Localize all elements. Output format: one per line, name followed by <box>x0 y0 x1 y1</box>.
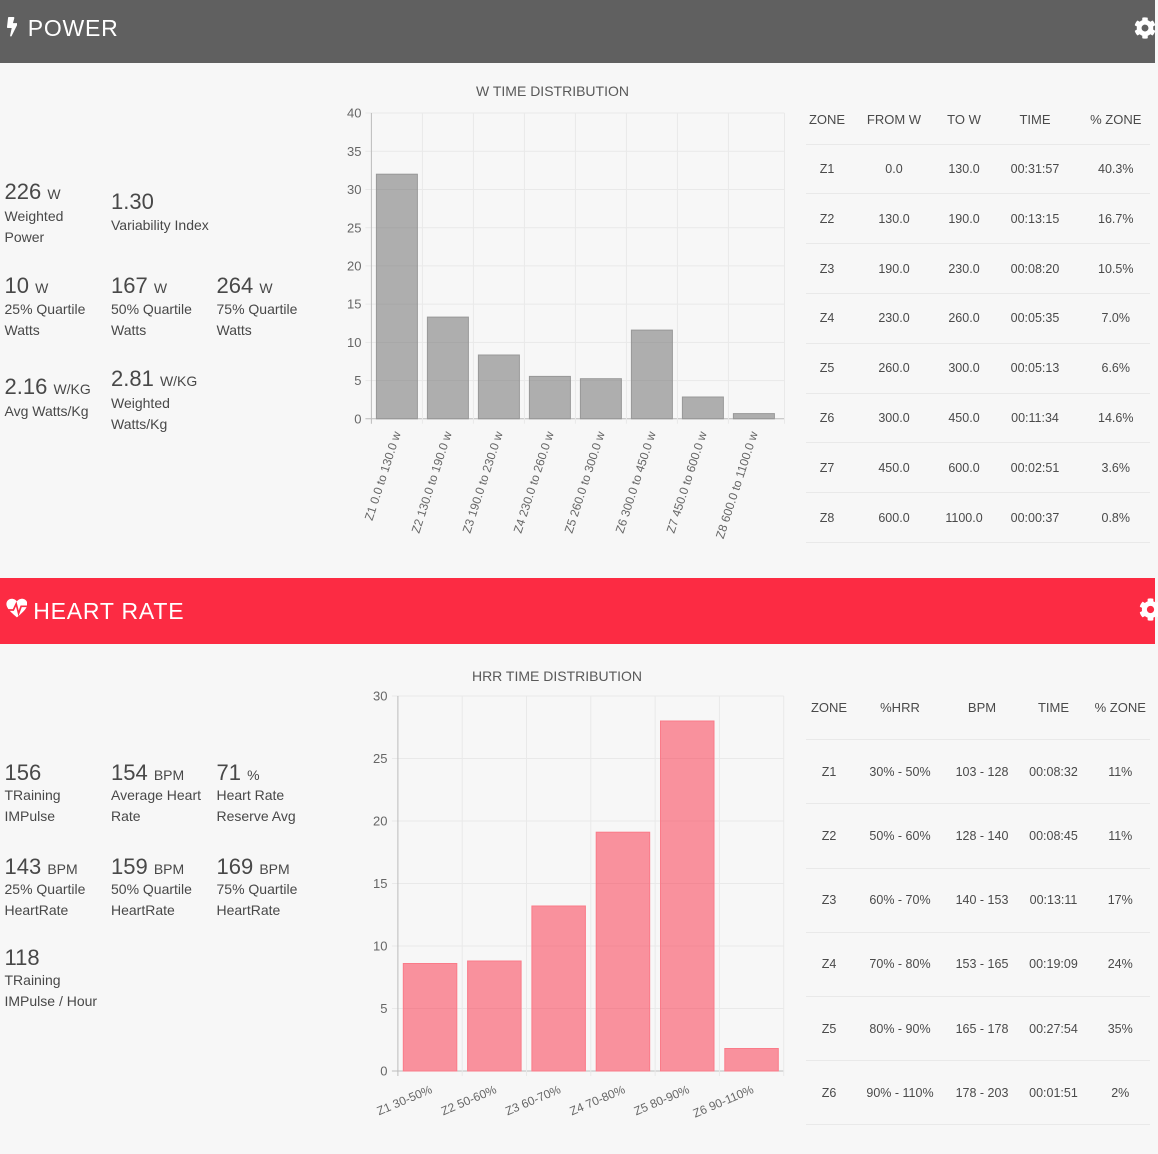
svg-text:Z4 70-80%: Z4 70-80% <box>568 1082 628 1118</box>
svg-text:40: 40 <box>347 106 361 121</box>
svg-text:0: 0 <box>380 1064 387 1079</box>
svg-text:25: 25 <box>347 220 361 235</box>
svg-text:5: 5 <box>354 373 361 388</box>
svg-text:Z8 600.0 to 1100.0 w: Z8 600.0 to 1100.0 w <box>713 429 761 540</box>
svg-text:Z3 190.0 to 230.0 w: Z3 190.0 to 230.0 w <box>460 429 506 535</box>
svg-text:20: 20 <box>347 259 361 274</box>
svg-text:20: 20 <box>373 814 387 829</box>
svg-text:Z3 60-70%: Z3 60-70% <box>503 1082 563 1118</box>
svg-text:Z6 90-110%: Z6 90-110% <box>691 1082 756 1120</box>
svg-text:10: 10 <box>347 335 361 350</box>
svg-text:0: 0 <box>354 411 361 426</box>
svg-text:Z2 50-60%: Z2 50-60% <box>439 1082 499 1118</box>
svg-text:30: 30 <box>373 689 387 704</box>
svg-text:Z1 0.0 to 130.0 w: Z1 0.0 to 130.0 w <box>362 429 404 522</box>
svg-text:Z5 260.0 to 300.0 w: Z5 260.0 to 300.0 w <box>562 429 608 535</box>
svg-text:HRR TIME DISTRIBUTION: HRR TIME DISTRIBUTION <box>472 668 642 684</box>
svg-text:Z4 230.0 to 260.0 w: Z4 230.0 to 260.0 w <box>511 429 557 535</box>
svg-text:Z7 450.0 to 600.0 w: Z7 450.0 to 600.0 w <box>664 429 710 535</box>
svg-text:Z1 30-50%: Z1 30-50% <box>375 1082 435 1118</box>
svg-text:Z6 300.0 to 450.0 w: Z6 300.0 to 450.0 w <box>613 429 659 535</box>
svg-text:15: 15 <box>347 297 361 312</box>
svg-text:15: 15 <box>373 876 387 891</box>
svg-text:25: 25 <box>373 751 387 766</box>
svg-text:Z5 80-90%: Z5 80-90% <box>632 1082 692 1118</box>
svg-text:35: 35 <box>347 144 361 159</box>
svg-text:30: 30 <box>347 182 361 197</box>
svg-text:Z2 130.0 to 190.0 w: Z2 130.0 to 190.0 w <box>409 429 455 535</box>
svg-text:W TIME DISTRIBUTION: W TIME DISTRIBUTION <box>476 83 629 99</box>
svg-text:5: 5 <box>380 1001 387 1016</box>
svg-text:10: 10 <box>373 939 387 954</box>
